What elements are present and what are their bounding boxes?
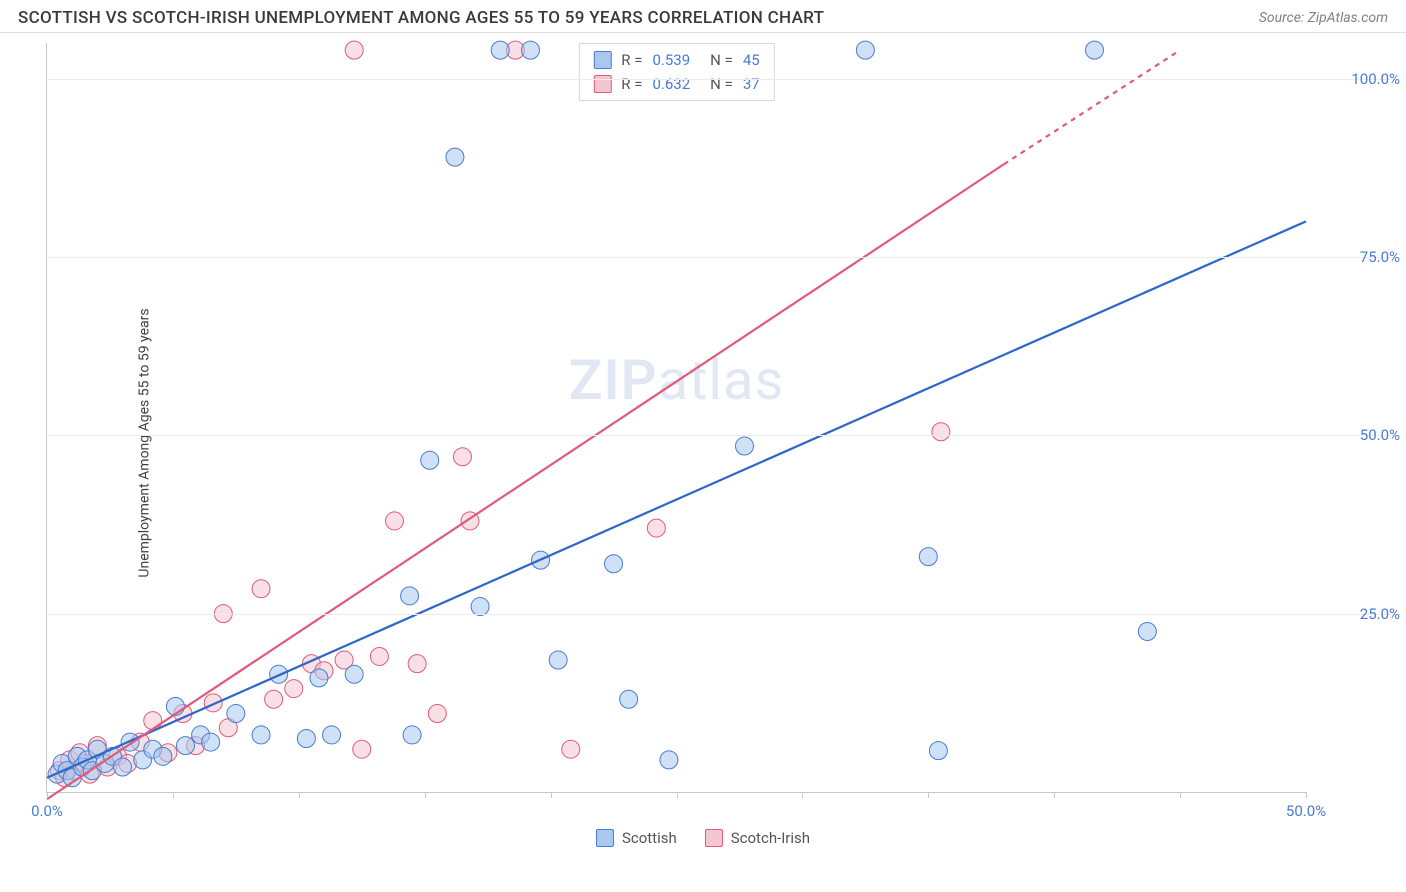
- data-point: [660, 751, 678, 769]
- data-point: [929, 742, 947, 760]
- data-point: [1085, 41, 1103, 59]
- stat-r-val-0: 0.539: [652, 48, 690, 72]
- data-point: [428, 705, 446, 723]
- data-point: [735, 437, 753, 455]
- trend-line: [47, 164, 1004, 799]
- data-point: [144, 712, 162, 730]
- stats-box: R = 0.539 N = 45 R = 0.632 N = 37: [578, 43, 774, 101]
- stat-n-label-1: N =: [710, 72, 733, 96]
- data-point: [114, 758, 132, 776]
- data-point: [562, 740, 580, 758]
- data-point: [252, 726, 270, 744]
- data-point: [521, 41, 539, 59]
- stat-n-label-0: N =: [710, 48, 733, 72]
- data-point: [202, 733, 220, 751]
- data-point: [491, 41, 509, 59]
- data-point: [453, 448, 471, 466]
- ytick-label: 50.0%: [1310, 426, 1400, 444]
- ytick-label: 100.0%: [1310, 70, 1400, 88]
- data-point: [265, 690, 283, 708]
- data-point: [345, 41, 363, 59]
- plot-area: ZIPatlas R = 0.539 N = 45 R = 0.632 N = …: [46, 43, 1306, 793]
- data-point: [353, 740, 371, 758]
- chart-title: SCOTTISH VS SCOTCH-IRISH UNEMPLOYMENT AM…: [18, 8, 824, 28]
- stat-n-val-1: 37: [743, 72, 760, 96]
- data-point: [421, 451, 439, 469]
- data-point: [385, 512, 403, 530]
- data-point: [345, 665, 363, 683]
- chart-header: SCOTTISH VS SCOTCH-IRISH UNEMPLOYMENT AM…: [0, 0, 1406, 33]
- data-point: [204, 694, 222, 712]
- data-point: [297, 730, 315, 748]
- data-point: [401, 587, 419, 605]
- ytick-label: 25.0%: [1310, 605, 1400, 623]
- legend-item-scottish: Scottish: [596, 829, 677, 847]
- xtick-label: 0.0%: [31, 802, 63, 820]
- legend-label-scotchirish: Scotch-Irish: [731, 829, 810, 847]
- ytick-label: 75.0%: [1310, 248, 1400, 266]
- legend-swatch-scottish: [596, 829, 614, 847]
- data-point: [919, 548, 937, 566]
- trend-line: [1004, 50, 1180, 164]
- data-point: [408, 655, 426, 673]
- xtick-label: 50.0%: [1286, 802, 1326, 820]
- data-point: [932, 423, 950, 441]
- data-point: [252, 580, 270, 598]
- legend-swatch-scotchirish: [705, 829, 723, 847]
- plot-svg: [47, 43, 1306, 792]
- stats-row-scottish: R = 0.539 N = 45: [593, 48, 759, 72]
- stat-r-label-1: R =: [621, 72, 642, 96]
- stats-row-scotchirish: R = 0.632 N = 37: [593, 72, 759, 96]
- data-point: [310, 669, 328, 687]
- data-point: [647, 519, 665, 537]
- chart-source: Source: ZipAtlas.com: [1259, 10, 1388, 26]
- data-point: [176, 737, 194, 755]
- data-point: [1138, 623, 1156, 641]
- data-point: [446, 148, 464, 166]
- stat-r-val-1: 0.632: [652, 72, 690, 96]
- data-point: [856, 41, 874, 59]
- bottom-legend: Scottish Scotch-Irish: [596, 829, 810, 847]
- trend-line: [47, 221, 1306, 777]
- stat-r-label-0: R =: [621, 48, 642, 72]
- data-point: [620, 690, 638, 708]
- legend-label-scottish: Scottish: [622, 829, 677, 847]
- stat-n-val-0: 45: [743, 48, 760, 72]
- chart-container: Unemployment Among Ages 55 to 59 years Z…: [0, 33, 1406, 853]
- data-point: [285, 680, 303, 698]
- data-point: [549, 651, 567, 669]
- data-point: [403, 726, 421, 744]
- data-point: [154, 747, 172, 765]
- legend-item-scotchirish: Scotch-Irish: [705, 829, 810, 847]
- data-point: [370, 647, 388, 665]
- data-point: [227, 705, 245, 723]
- data-point: [605, 555, 623, 573]
- data-point: [323, 726, 341, 744]
- swatch-scottish: [593, 51, 611, 69]
